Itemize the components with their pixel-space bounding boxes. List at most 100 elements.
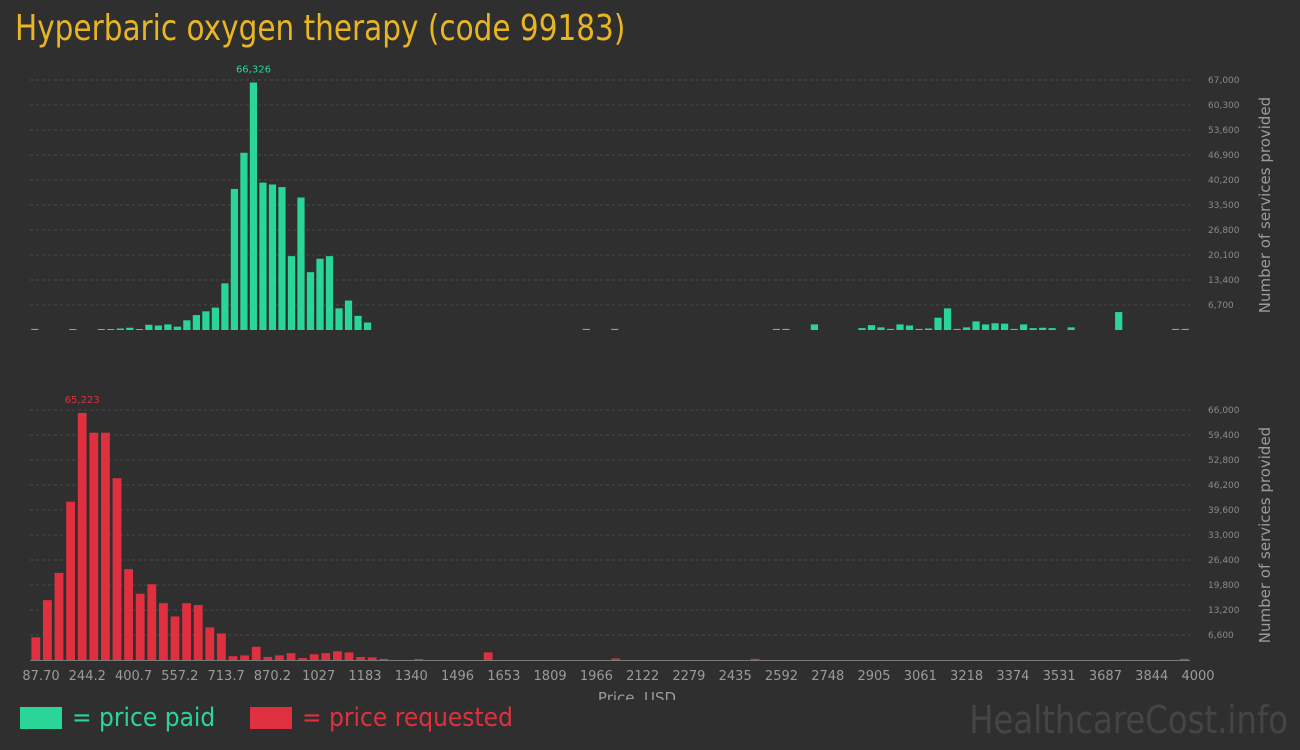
bar <box>116 328 124 330</box>
bar <box>991 323 999 330</box>
bar <box>867 325 876 330</box>
bar <box>135 593 145 660</box>
x-tick-label: 2279 <box>672 669 705 684</box>
x-tick-label: 1496 <box>441 669 474 684</box>
bar <box>107 329 115 330</box>
bar <box>230 188 239 330</box>
bar <box>772 328 781 330</box>
y-tick-label: 53,600 <box>1208 126 1240 136</box>
bar <box>1181 328 1189 330</box>
bar <box>183 320 191 330</box>
bar <box>77 412 87 660</box>
bar <box>1048 328 1056 330</box>
y-tick-label: 40,200 <box>1208 176 1240 186</box>
legend-item-paid: = price paid <box>20 703 231 733</box>
x-tick-label: 3374 <box>996 669 1029 684</box>
y-axis-label: Number of services provided <box>1256 427 1274 643</box>
x-tick-label: 3687 <box>1089 669 1122 684</box>
bar <box>306 272 315 330</box>
bar <box>810 324 819 330</box>
y-tick-label: 46,200 <box>1208 481 1240 491</box>
bar <box>1010 328 1018 330</box>
x-tick-label: 713.7 <box>208 669 245 684</box>
bar <box>981 324 990 330</box>
bar <box>896 324 904 330</box>
y-tick-label: 59,400 <box>1208 431 1240 441</box>
bar <box>147 584 157 660</box>
x-tick-label: 1966 <box>580 669 613 684</box>
y-tick-label: 6,700 <box>1208 301 1234 311</box>
bar <box>332 651 342 660</box>
bar <box>325 256 334 330</box>
x-tick-label: 1027 <box>302 669 335 684</box>
bar <box>611 328 619 330</box>
chart-title: Hyperbaric oxygen therapy (code 99183) <box>15 8 626 49</box>
x-tick-label: 2905 <box>857 669 890 684</box>
y-tick-label: 26,800 <box>1208 226 1240 236</box>
y-tick-label: 52,800 <box>1208 456 1240 466</box>
bar <box>126 327 134 330</box>
bar <box>367 657 377 660</box>
bar <box>858 328 866 330</box>
bar <box>321 653 331 660</box>
bar <box>205 627 215 660</box>
y-tick-label: 46,900 <box>1208 151 1240 161</box>
bar <box>54 572 64 660</box>
bar <box>1179 658 1189 660</box>
bar <box>193 605 203 660</box>
bar <box>170 616 180 660</box>
x-tick-label: 87.70 <box>22 669 59 684</box>
bar <box>221 283 229 330</box>
bar <box>1067 327 1075 330</box>
bar <box>1039 327 1047 330</box>
bar <box>124 569 134 660</box>
bar <box>934 317 942 330</box>
x-tick-label: 3531 <box>1043 669 1076 684</box>
x-tick-label: 2122 <box>626 669 659 684</box>
bar <box>1115 312 1123 330</box>
y-tick-label: 39,600 <box>1208 506 1240 516</box>
y-tick-label: 20,100 <box>1208 251 1240 261</box>
legend-item-requested: = price requested <box>250 703 536 733</box>
bar <box>31 328 39 330</box>
bar <box>344 300 353 330</box>
x-tick-label: 557.2 <box>161 669 198 684</box>
bar <box>316 258 324 330</box>
y-tick-label: 19,800 <box>1208 581 1240 591</box>
bar <box>886 328 895 330</box>
bar <box>211 307 220 330</box>
bar <box>414 659 424 660</box>
bar <box>216 633 226 660</box>
bar <box>943 308 952 330</box>
bar <box>100 432 110 660</box>
peak-data-label: 66,326 <box>236 65 271 76</box>
bar <box>962 327 971 330</box>
bar <box>1000 323 1009 330</box>
bar <box>173 326 181 330</box>
bar <box>228 656 238 660</box>
y-tick-label: 33,000 <box>1208 531 1240 541</box>
x-tick-label: 3844 <box>1135 669 1168 684</box>
x-axis-label: Price, USD <box>598 689 676 700</box>
x-tick-label: 2435 <box>719 669 752 684</box>
bar <box>135 329 143 330</box>
bar <box>154 325 162 330</box>
bar <box>335 308 343 330</box>
x-tick-label: 1340 <box>395 669 428 684</box>
bar <box>249 82 258 330</box>
x-tick-label: 1653 <box>487 669 520 684</box>
bar <box>287 256 296 330</box>
bar <box>164 324 172 330</box>
x-tick-label: 3218 <box>950 669 983 684</box>
bar <box>268 184 277 330</box>
bar <box>182 603 192 660</box>
bar <box>202 311 210 330</box>
x-tick-label: 4000 <box>1181 669 1214 684</box>
bar <box>89 432 99 660</box>
x-tick-label: 2748 <box>811 669 844 684</box>
bar <box>750 658 760 660</box>
y-tick-label: 60,300 <box>1208 101 1240 111</box>
peak-data-label: 65,223 <box>65 395 100 406</box>
y-tick-label: 33,500 <box>1208 201 1240 211</box>
x-tick-label: 1183 <box>348 669 381 684</box>
